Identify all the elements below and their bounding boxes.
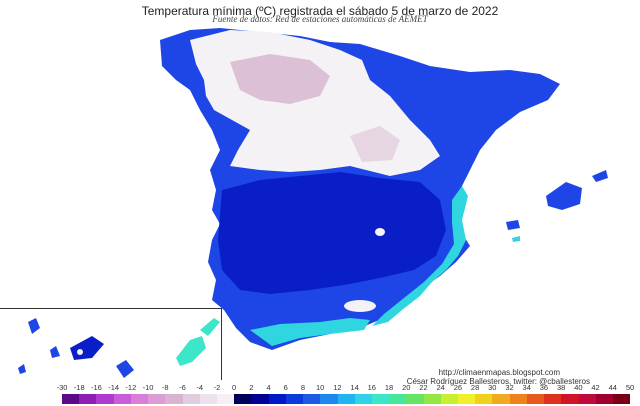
- colorbar-tick-label: -14: [108, 383, 120, 392]
- colorbar-tick-label: 38: [556, 383, 566, 392]
- colorbar-swatch: [595, 394, 613, 404]
- ibiza: [506, 220, 520, 230]
- formentera: [512, 236, 520, 242]
- colorbar-tick-label: 14: [350, 383, 359, 392]
- colorbar-swatch: [285, 394, 304, 404]
- colorbar-tick-label: -30: [56, 383, 68, 392]
- pink-highlands: [230, 54, 330, 104]
- interior-cold-zone: [218, 172, 446, 294]
- menorca: [592, 170, 608, 182]
- colorbar-tick-label: 0: [232, 383, 237, 392]
- colorbar-swatch: [578, 394, 596, 404]
- colorbar-tick-label: -2: [213, 383, 221, 392]
- canary-islands: [18, 318, 220, 378]
- colorbar-swatch: [199, 394, 217, 404]
- colorbar-swatch: [423, 394, 441, 404]
- colorbar-tick-label: 12: [333, 383, 342, 392]
- colorbar-tick-label: 50: [625, 383, 635, 392]
- colorbar-swatch: [216, 394, 235, 404]
- colorbar-tick-label: 44: [608, 383, 617, 392]
- colorbar-swatch: [165, 394, 183, 404]
- colorbar-swatch: [544, 394, 562, 404]
- colorbar-swatch: [475, 394, 493, 404]
- colorbar-swatch: [234, 394, 252, 404]
- credit-author: César Rodríguez Ballesteros, twitter: @c…: [406, 377, 590, 386]
- map-title: Temperatura mínima (ºC) registrada el sá…: [141, 4, 499, 18]
- colorbar-tick-label: -18: [73, 383, 85, 392]
- colorbar-tick-label: 24: [436, 383, 445, 392]
- colorbar-swatch: [303, 394, 321, 404]
- colorbar-tick-label: -6: [179, 383, 186, 392]
- colorbar-tick-label: -10: [142, 383, 154, 392]
- map-subtitle: Fuente de datos: Red de estaciones autom…: [212, 14, 428, 24]
- colorbar-swatch: [389, 394, 407, 404]
- colorbar-tick-label: 36: [539, 383, 549, 392]
- colorbar-tick-label: 30: [488, 383, 497, 392]
- colorbar-tick-label: 20: [402, 383, 411, 392]
- colorbar-tick-label: 32: [505, 383, 514, 392]
- colorbar-swatch: [492, 394, 510, 404]
- central-mountain-spot: [375, 228, 385, 236]
- colorbar-tick-label: 2: [249, 383, 254, 392]
- colorbar-tick-label: -8: [161, 383, 169, 392]
- sierra-nevada: [344, 300, 376, 312]
- colorbar-tick-label: 22: [419, 383, 428, 392]
- credit-url: http://climaenmapas.blogspot.com: [438, 368, 560, 377]
- colorbar-swatch: [337, 394, 355, 404]
- colorbar-swatch: [251, 394, 269, 404]
- mallorca: [546, 182, 582, 210]
- colorbar-tick-label: 26: [453, 383, 463, 392]
- colorbar-tick-label: 8: [300, 383, 306, 392]
- colorbar-swatch: [268, 394, 286, 404]
- colorbar-swatch: [62, 394, 80, 404]
- colorbar-swatch: [458, 394, 476, 404]
- colorbar-swatch: [113, 394, 131, 404]
- colorbar-swatch: [509, 394, 527, 404]
- colorbar-tick-label: 4: [266, 383, 271, 392]
- pink-highlands-east: [350, 126, 400, 162]
- colorbar-tick-label: -12: [125, 383, 137, 392]
- colorbar-tick-label: 18: [384, 383, 394, 392]
- colorbar-tick-label: 34: [522, 383, 531, 392]
- colorbar-tick-label: 42: [591, 383, 600, 392]
- colorbar-swatch: [148, 394, 166, 404]
- southern-coast: [250, 318, 370, 346]
- colorbar-swatch: [526, 394, 545, 404]
- colorbar-swatch: [371, 394, 390, 404]
- colorbar-swatch: [561, 394, 579, 404]
- colorbar-swatch: [96, 394, 114, 404]
- colorbar-tick-label: 40: [574, 383, 583, 392]
- colorbar-swatch: [613, 394, 631, 404]
- colorbar-tick-label: -16: [91, 383, 102, 392]
- colorbar-swatch: [130, 394, 149, 404]
- colorbar-tick-label: 10: [316, 383, 325, 392]
- colorbar-swatch: [182, 394, 200, 404]
- colorbar-swatch: [440, 394, 459, 404]
- colorbar-tick-label: 16: [367, 383, 376, 392]
- temperature-colorbar: [62, 394, 631, 404]
- colorbar-tick-label: -4: [196, 383, 204, 392]
- colorbar-tick-labels: -30 -18 -16 -14 -12 -10 -8 -6 -4 -2 0 2 4 6 8 10 12 14 16 1…: [56, 383, 638, 393]
- mediterranean-coast: [372, 186, 468, 326]
- colorbar-tick-label: 28: [470, 383, 480, 392]
- colorbar-swatch: [354, 394, 372, 404]
- colorbar-swatch: [79, 394, 97, 404]
- canary-inset-frame: [0, 308, 222, 380]
- colorbar-tick-label: 6: [283, 383, 288, 392]
- colorbar-swatch: [320, 394, 338, 404]
- colorbar-swatch: [406, 394, 424, 404]
